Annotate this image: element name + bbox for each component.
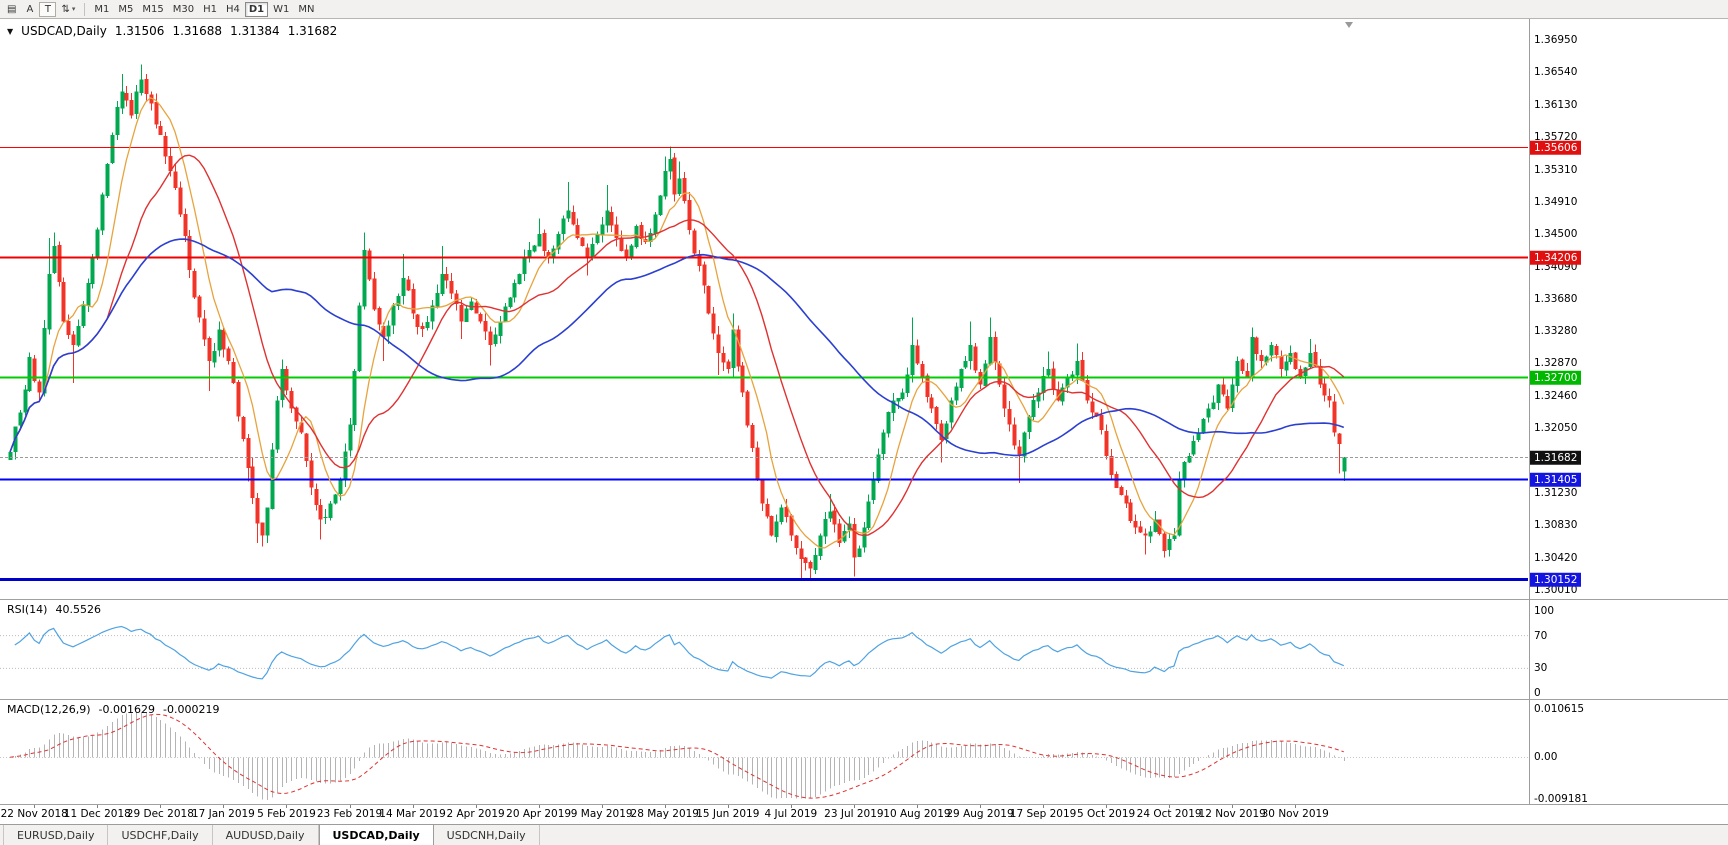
scale-mode-button[interactable]: ⇅ ▾ (57, 2, 79, 17)
timeframe-button-m1[interactable]: M1 (90, 2, 113, 17)
time-axis-border (0, 804, 1728, 805)
ma-21-line (9, 154, 1345, 537)
chart-symbol-period: USDCAD,Daily (21, 24, 107, 38)
toolbar-separator (84, 2, 86, 16)
quote-high: 1.31688 (172, 24, 223, 38)
chart-shift-marker[interactable] (1345, 22, 1353, 28)
price-axis-border (1529, 19, 1530, 804)
timeframe-button-w1[interactable]: W1 (269, 2, 293, 17)
quote-open: 1.31506 (114, 24, 165, 38)
timeframe-button-m15[interactable]: M15 (138, 2, 167, 17)
macd-value-signal: -0.000219 (163, 703, 220, 716)
dropdown-caret-icon: ▾ (71, 5, 76, 13)
timeframe-button-d1[interactable]: D1 (244, 1, 269, 17)
timeframe-buttons: M1 M5 M15 M30 H1 H4 D1 W1 MN (90, 1, 318, 17)
quote-close: 1.31682 (287, 24, 338, 38)
chart-title-line: ▼ USDCAD,Daily 1.31506 1.31688 1.31384 1… (7, 24, 337, 38)
tab-usdcad-daily[interactable]: USDCAD,Daily (318, 825, 434, 845)
timeframe-button-m30[interactable]: M30 (169, 2, 198, 17)
quote-low: 1.31384 (230, 24, 280, 38)
timeframe-button-h1[interactable]: H1 (199, 2, 221, 17)
annotation-a-button[interactable]: A (21, 2, 38, 17)
panel-divider-macd[interactable] (0, 699, 1728, 700)
text-tool-button[interactable]: T (39, 1, 57, 17)
panel-divider-rsi[interactable] (0, 599, 1728, 600)
chart-workspace[interactable]: ▼ USDCAD,Daily 1.31506 1.31688 1.31384 1… (0, 19, 1728, 824)
tab-audusd-daily[interactable]: AUDUSD,Daily (213, 825, 319, 845)
tab-usdcnh-daily[interactable]: USDCNH,Daily (434, 825, 540, 845)
macd-value-main: -0.001629 (98, 703, 156, 716)
candlesticks (8, 64, 1347, 579)
tab-eurusd-daily[interactable]: EURUSD,Daily (3, 825, 109, 845)
toolbar-icons: ▤ A T ⇅ ▾ (3, 1, 79, 17)
rsi-label: RSI(14) (7, 603, 48, 616)
charts-grid-button[interactable]: ▤ (3, 2, 20, 17)
symbol-dropdown-icon[interactable]: ▼ (7, 26, 14, 36)
top-toolbar: ▤ A T ⇅ ▾ M1 M5 M15 M30 H1 H4 D1 W1 MN (0, 0, 1728, 19)
macd-label: MACD(12,26,9) (7, 703, 91, 716)
timeframe-button-m5[interactable]: M5 (114, 2, 137, 17)
timeframe-button-mn[interactable]: MN (294, 2, 318, 17)
ma-55-line (9, 238, 1345, 457)
tab-usdchf-daily[interactable]: USDCHF,Daily (108, 825, 213, 845)
chart-tab-bar: EURUSD,Daily USDCHF,Daily AUDUSD,Daily USDC… (0, 824, 1728, 845)
chart-canvas[interactable] (0, 19, 1728, 824)
macd-histogram (10, 712, 1345, 801)
rsi-label-line: RSI(14) 40.5526 (7, 603, 101, 616)
ma-8-line (9, 97, 1345, 549)
rsi-value: 40.5526 (55, 603, 101, 616)
macd-signal-line (9, 713, 1344, 799)
rsi-line (14, 625, 1345, 680)
timeframe-button-h4[interactable]: H4 (222, 2, 244, 17)
macd-label-line: MACD(12,26,9) -0.001629 -0.000219 (7, 703, 219, 716)
